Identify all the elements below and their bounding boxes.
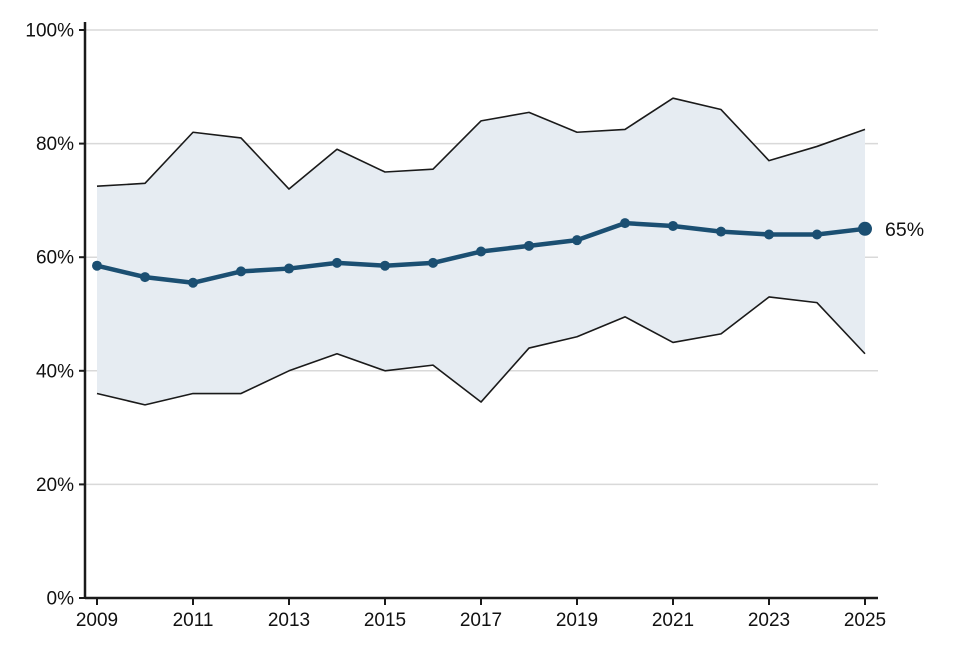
- data-point: [284, 263, 294, 274]
- data-point: [380, 260, 390, 271]
- data-point: [812, 229, 822, 240]
- x-tick-label: 2015: [364, 610, 406, 631]
- y-tick-label: 60%: [36, 248, 74, 269]
- lower-bound-line: [96, 296, 866, 406]
- value-annotation: 65%: [885, 219, 924, 241]
- x-tick-label: 2017: [460, 610, 502, 631]
- x-tick-label: 2019: [556, 610, 598, 631]
- y-tick-label: 80%: [36, 134, 74, 155]
- upper-bound-line: [96, 97, 866, 190]
- x-tick-label: 2011: [173, 610, 214, 631]
- x-tick-label: 2009: [76, 610, 118, 631]
- x-tick-label: 2021: [652, 610, 694, 631]
- data-point: [428, 257, 438, 268]
- data-point: [92, 260, 102, 271]
- x-tick-label: 2013: [268, 610, 310, 631]
- data-point: [188, 277, 198, 288]
- data-point: [476, 246, 486, 257]
- y-tick-label: 0%: [47, 589, 75, 610]
- y-tick-label: 40%: [36, 361, 74, 382]
- data-point: [858, 221, 872, 236]
- data-point: [620, 218, 630, 229]
- data-point: [764, 229, 774, 240]
- x-tick-label: 2023: [748, 610, 790, 631]
- data-point: [236, 266, 246, 277]
- data-point: [524, 240, 534, 251]
- data-point: [332, 257, 342, 268]
- data-point: [572, 235, 582, 246]
- data-point: [140, 272, 150, 283]
- x-tick-label: 2025: [844, 610, 886, 631]
- y-tick-label: 20%: [36, 475, 74, 496]
- data-point: [716, 226, 726, 237]
- data-point: [668, 220, 678, 231]
- y-tick-label: 100%: [25, 21, 74, 42]
